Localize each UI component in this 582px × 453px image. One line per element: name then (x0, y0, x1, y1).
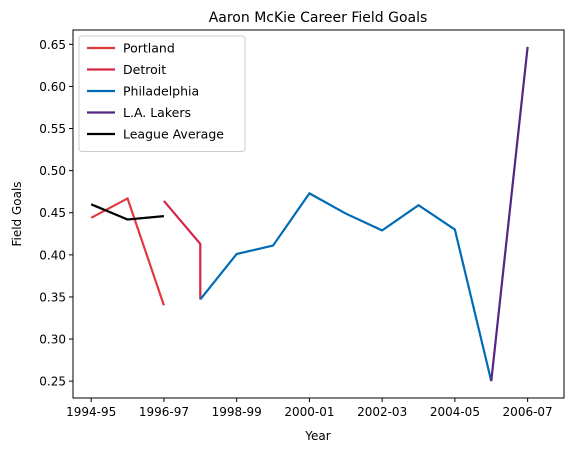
x-tick-label: 2004-05 (430, 405, 480, 419)
legend-label: Portland (123, 41, 175, 56)
legend-label: Philadelphia (123, 84, 199, 99)
x-tick-label: 1994-95 (66, 405, 116, 419)
x-tick-label: 1998-99 (212, 405, 262, 419)
y-axis-label: Field Goals (10, 181, 24, 246)
x-axis-label: Year (304, 429, 330, 443)
x-axis: 1994-95 1996-97 1998-99 2000-01 2002-03 2004-… (66, 398, 553, 419)
legend: Portland Detroit Philadelphia L.A. Lakers Le… (78, 35, 246, 152)
y-tick-label: 0.55 (39, 122, 66, 136)
x-tick-label: 2006-07 (503, 405, 553, 419)
series-line-2 (199, 191, 493, 382)
legend-label: L.A. Lakers (123, 105, 191, 120)
x-tick-label: 2000-01 (284, 405, 334, 419)
y-axis: 0.25 0.30 0.35 0.40 0.45 0.50 0.55 0.60 0.65 (39, 38, 73, 389)
y-tick-label: 0.40 (39, 248, 66, 262)
series-line-0 (90, 196, 165, 306)
y-tick-label: 0.60 (39, 80, 66, 94)
y-tick-label: 0.65 (39, 38, 66, 52)
chart-title: Aaron McKie Career Field Goals (209, 10, 428, 26)
y-tick-label: 0.45 (39, 206, 66, 220)
plot-area (90, 46, 529, 382)
series-line-4 (90, 203, 165, 221)
series-line-3 (490, 46, 529, 382)
y-tick-label: 0.50 (39, 164, 66, 178)
y-tick-label: 0.35 (39, 290, 66, 304)
x-tick-label: 2002-03 (357, 405, 407, 419)
series-line-1 (163, 200, 202, 300)
axes-frame (72, 29, 565, 399)
legend-label: League Average (123, 127, 224, 142)
y-tick-label: 0.25 (39, 375, 66, 389)
x-tick-label: 1996-97 (139, 405, 189, 419)
legend-box (78, 35, 246, 152)
legend-label: Detroit (123, 62, 166, 77)
y-tick-label: 0.30 (39, 333, 66, 347)
